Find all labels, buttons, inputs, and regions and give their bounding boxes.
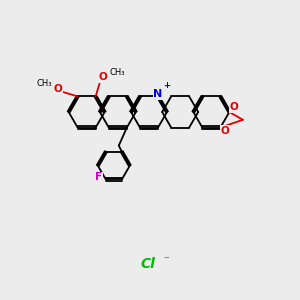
Text: O: O bbox=[54, 84, 63, 94]
Text: Cl: Cl bbox=[141, 257, 155, 271]
Text: ⁻: ⁻ bbox=[163, 255, 169, 265]
Text: CH₃: CH₃ bbox=[37, 79, 52, 88]
Text: O: O bbox=[99, 72, 108, 82]
Text: CH₃: CH₃ bbox=[109, 68, 125, 76]
Text: +: + bbox=[163, 81, 170, 90]
Text: F: F bbox=[95, 172, 102, 182]
Text: N: N bbox=[153, 89, 163, 99]
Text: O: O bbox=[221, 126, 230, 136]
Text: O: O bbox=[230, 102, 239, 112]
